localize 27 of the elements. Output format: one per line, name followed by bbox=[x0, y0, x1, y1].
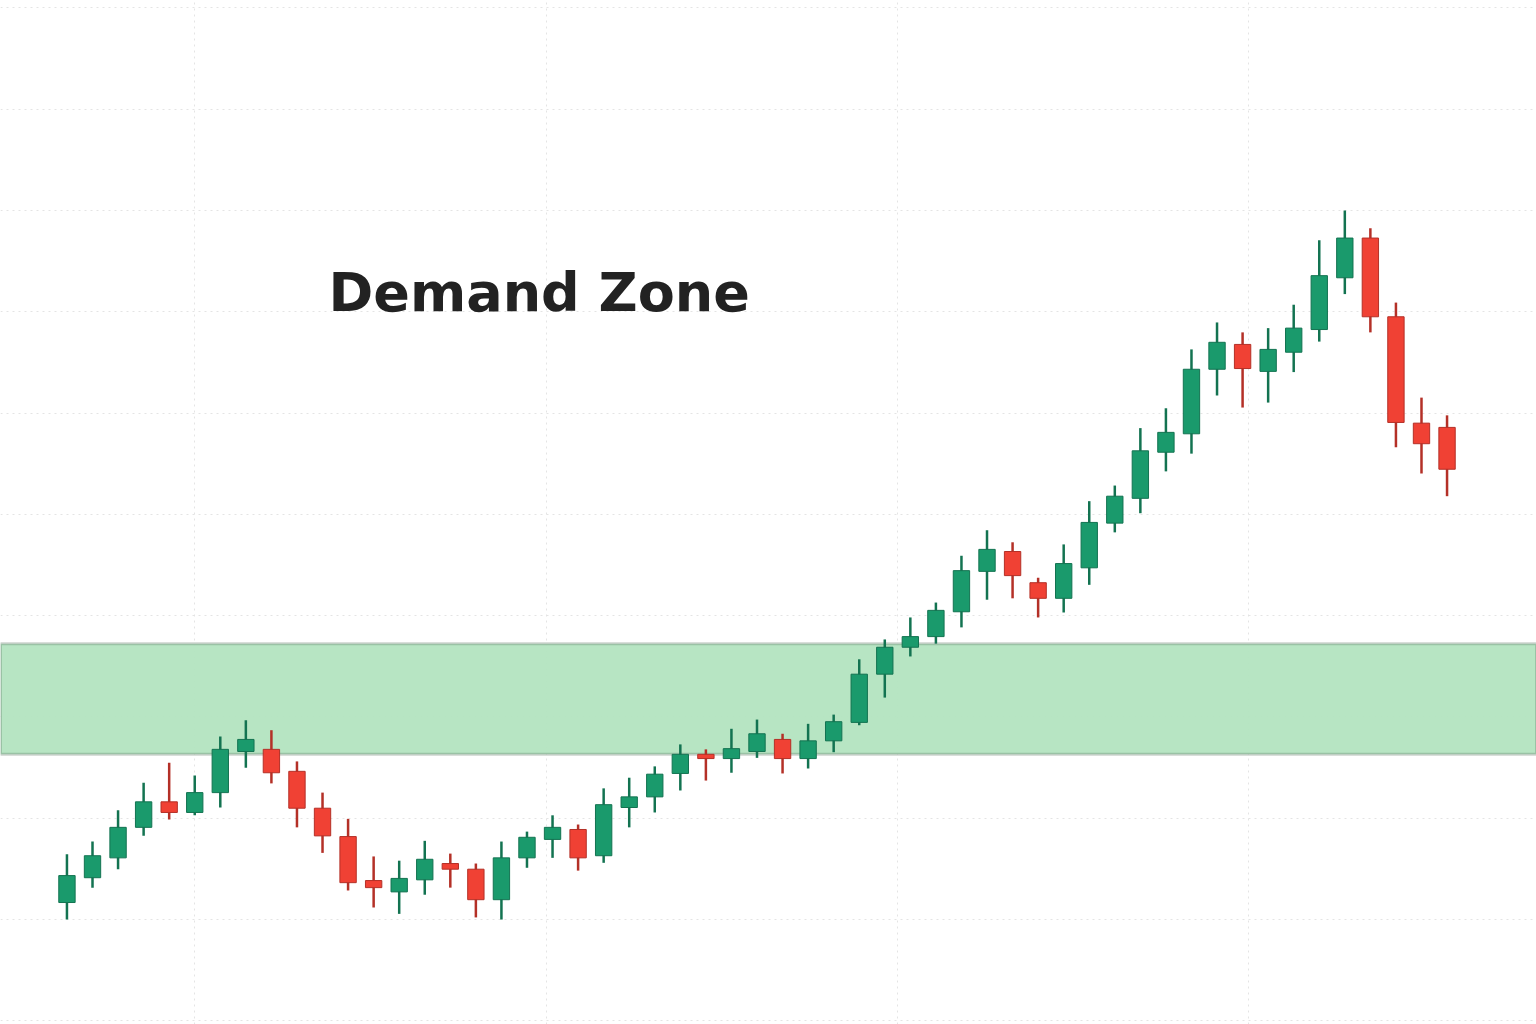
candlestick bbox=[543, 814, 562, 860]
candlestick bbox=[518, 830, 536, 870]
candlestick bbox=[671, 743, 690, 792]
candlestick bbox=[262, 728, 281, 785]
candlestick bbox=[1412, 396, 1431, 475]
candlestick bbox=[237, 719, 255, 770]
candlestick bbox=[441, 852, 459, 889]
candlestick bbox=[1259, 326, 1277, 404]
candlestick bbox=[416, 839, 434, 896]
candlestick bbox=[773, 732, 792, 775]
candlestick bbox=[748, 718, 766, 760]
candlestick bbox=[390, 859, 408, 916]
candlestick bbox=[978, 528, 996, 601]
candlestick bbox=[646, 765, 664, 814]
candlestick bbox=[697, 748, 715, 782]
candlestick bbox=[722, 727, 741, 774]
annotation: Demand Zone bbox=[328, 261, 750, 324]
candlestick bbox=[1029, 576, 1047, 619]
candlestick bbox=[160, 761, 178, 821]
candlestick bbox=[83, 840, 102, 889]
candlestick bbox=[824, 713, 843, 754]
candlestick bbox=[364, 855, 383, 909]
candlestick bbox=[901, 616, 920, 658]
candlestick bbox=[1157, 407, 1175, 473]
candlestick bbox=[620, 776, 638, 829]
candlestick bbox=[186, 774, 204, 817]
candlestick bbox=[799, 722, 817, 770]
